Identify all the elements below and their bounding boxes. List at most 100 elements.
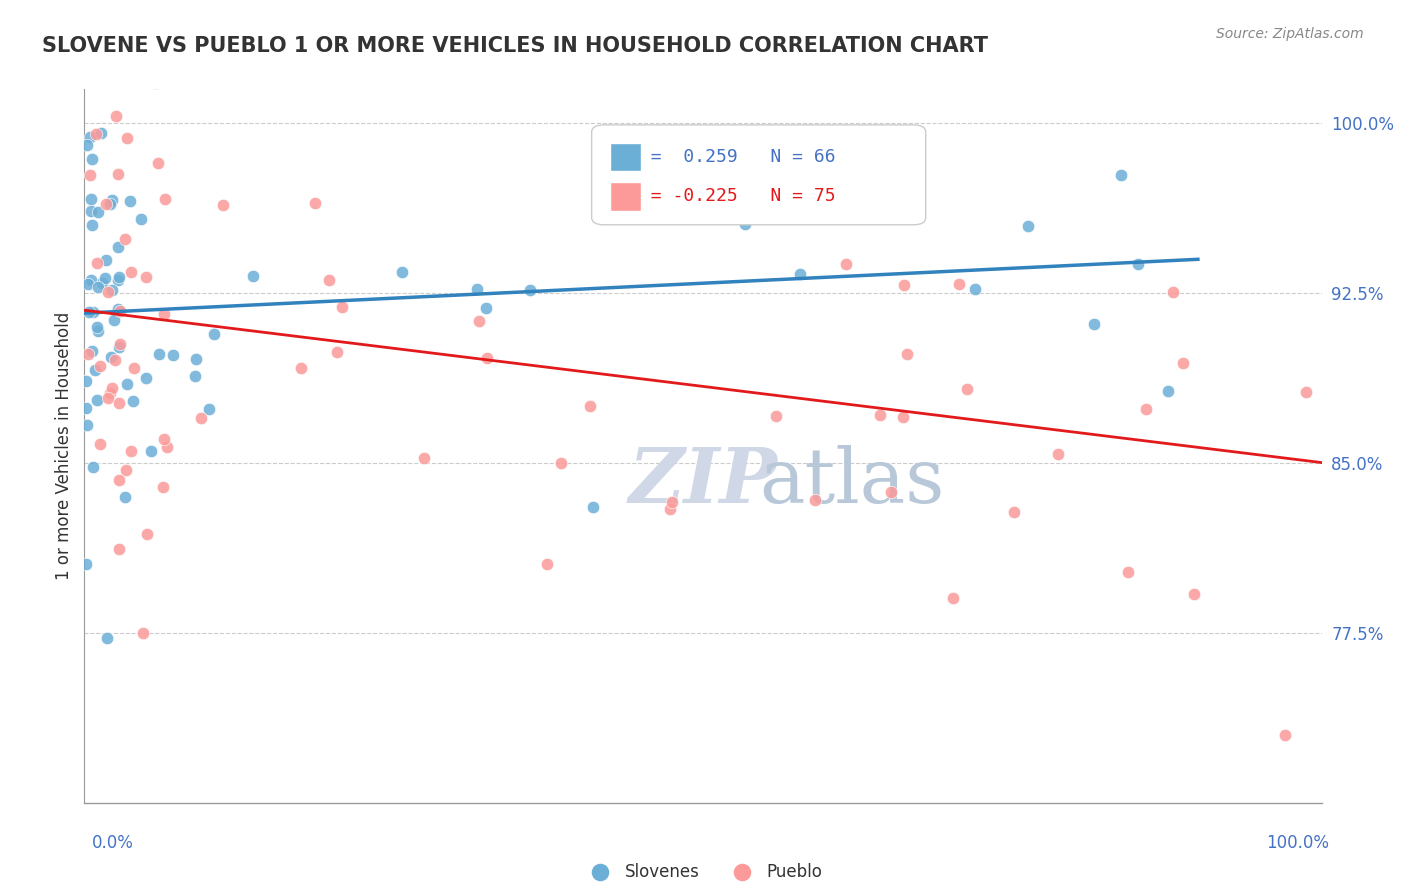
Point [804,492,827,507]
Point [1017,219,1039,233]
Point [468,313,491,327]
Point [94,252,117,267]
Point [659,502,682,516]
Point [104,352,127,367]
Point [97,285,120,299]
Point [284,69,307,83]
Point [879,484,901,499]
Point [869,408,891,422]
Point [1109,169,1132,183]
Point [326,344,349,359]
Point [87,324,110,338]
Point [202,326,225,341]
Point [82,460,104,475]
Point [578,399,600,413]
Point [100,283,122,297]
Point [94,271,117,285]
Point [956,382,979,396]
Point [148,347,170,361]
Point [108,269,131,284]
Point [318,273,340,287]
Point [79,168,101,182]
Point [475,301,498,316]
Point [77,277,100,291]
Point [775,175,797,189]
Point [735,194,758,208]
Point [94,197,117,211]
Point [107,167,129,181]
Point [115,376,138,391]
Point [76,417,98,432]
Point [465,282,488,296]
Point [242,269,264,284]
Point [519,283,541,297]
Point [75,375,97,389]
Point [75,557,97,571]
Point [77,304,100,318]
Point [475,351,498,366]
Point [79,192,101,206]
Point [550,456,572,470]
Point [536,558,558,572]
Point [80,273,103,287]
Point [80,152,103,166]
Point [114,490,136,504]
Point [146,156,169,170]
Y-axis label: 1 or more Vehicles in Household: 1 or more Vehicles in Household [55,312,73,580]
Point [132,625,155,640]
Point [135,527,157,541]
Point [114,232,136,246]
Point [84,363,107,377]
Point [1274,728,1296,742]
Point [391,265,413,279]
Point [1116,566,1139,580]
Point [107,473,129,487]
Point [107,239,129,253]
Point [117,131,139,145]
Text: R =  0.259   N = 66: R = 0.259 N = 66 [628,148,835,166]
Point [1157,384,1180,398]
Point [75,401,97,416]
Point [891,409,914,424]
Point [84,127,107,141]
Point [153,192,176,206]
Point [1295,385,1317,400]
Point [190,411,212,425]
Point [152,432,174,446]
Point [131,211,153,226]
Point [86,255,108,269]
Point [153,307,176,321]
Point [89,359,111,373]
Point [896,347,918,361]
Point [101,193,124,207]
Point [765,409,787,423]
Text: 100.0%: 100.0% [1265,834,1329,852]
Point [98,197,121,211]
Point [108,541,131,556]
Point [135,371,157,385]
Point [101,381,124,395]
Point [789,268,811,282]
Point [79,203,101,218]
Point [965,282,987,296]
Point [107,302,129,317]
Point [135,269,157,284]
Point [1182,587,1205,601]
Text: R = -0.225   N = 75: R = -0.225 N = 75 [628,187,835,205]
Point [1161,285,1184,299]
Point [413,451,436,466]
Point [582,500,605,514]
Text: 0.0%: 0.0% [91,834,134,852]
Point [82,305,104,319]
Text: SLOVENE VS PUEBLO 1 OR MORE VEHICLES IN HOUSEHOLD CORRELATION CHART: SLOVENE VS PUEBLO 1 OR MORE VEHICLES IN … [42,36,988,55]
Point [122,361,145,376]
Point [942,591,965,605]
Point [104,109,127,123]
Point [108,304,131,318]
Point [145,76,167,90]
Legend: Slovenes, Pueblo: Slovenes, Pueblo [576,856,830,888]
Point [1126,257,1149,271]
Point [849,70,872,85]
Point [1047,447,1070,461]
Point [304,196,326,211]
